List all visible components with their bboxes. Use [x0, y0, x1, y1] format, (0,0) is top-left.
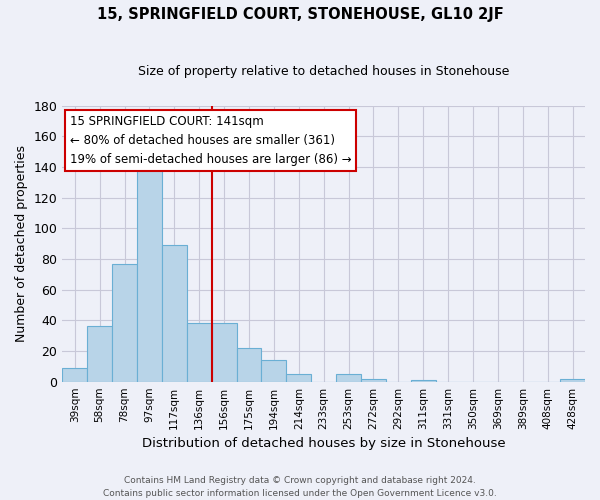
Bar — [560, 378, 585, 382]
Bar — [262, 360, 286, 382]
Text: Contains HM Land Registry data © Crown copyright and database right 2024.
Contai: Contains HM Land Registry data © Crown c… — [103, 476, 497, 498]
Bar — [112, 264, 137, 382]
Bar — [187, 324, 212, 382]
Bar — [137, 159, 162, 382]
Title: Size of property relative to detached houses in Stonehouse: Size of property relative to detached ho… — [138, 65, 509, 78]
Bar — [361, 378, 386, 382]
Bar — [162, 245, 187, 382]
Bar — [336, 374, 361, 382]
Bar — [286, 374, 311, 382]
Bar — [236, 348, 262, 382]
X-axis label: Distribution of detached houses by size in Stonehouse: Distribution of detached houses by size … — [142, 437, 505, 450]
Y-axis label: Number of detached properties: Number of detached properties — [15, 145, 28, 342]
Bar — [87, 326, 112, 382]
Text: 15, SPRINGFIELD COURT, STONEHOUSE, GL10 2JF: 15, SPRINGFIELD COURT, STONEHOUSE, GL10 … — [97, 8, 503, 22]
Text: 15 SPRINGFIELD COURT: 141sqm
← 80% of detached houses are smaller (361)
19% of s: 15 SPRINGFIELD COURT: 141sqm ← 80% of de… — [70, 115, 352, 166]
Bar — [62, 368, 87, 382]
Bar — [411, 380, 436, 382]
Bar — [212, 324, 236, 382]
